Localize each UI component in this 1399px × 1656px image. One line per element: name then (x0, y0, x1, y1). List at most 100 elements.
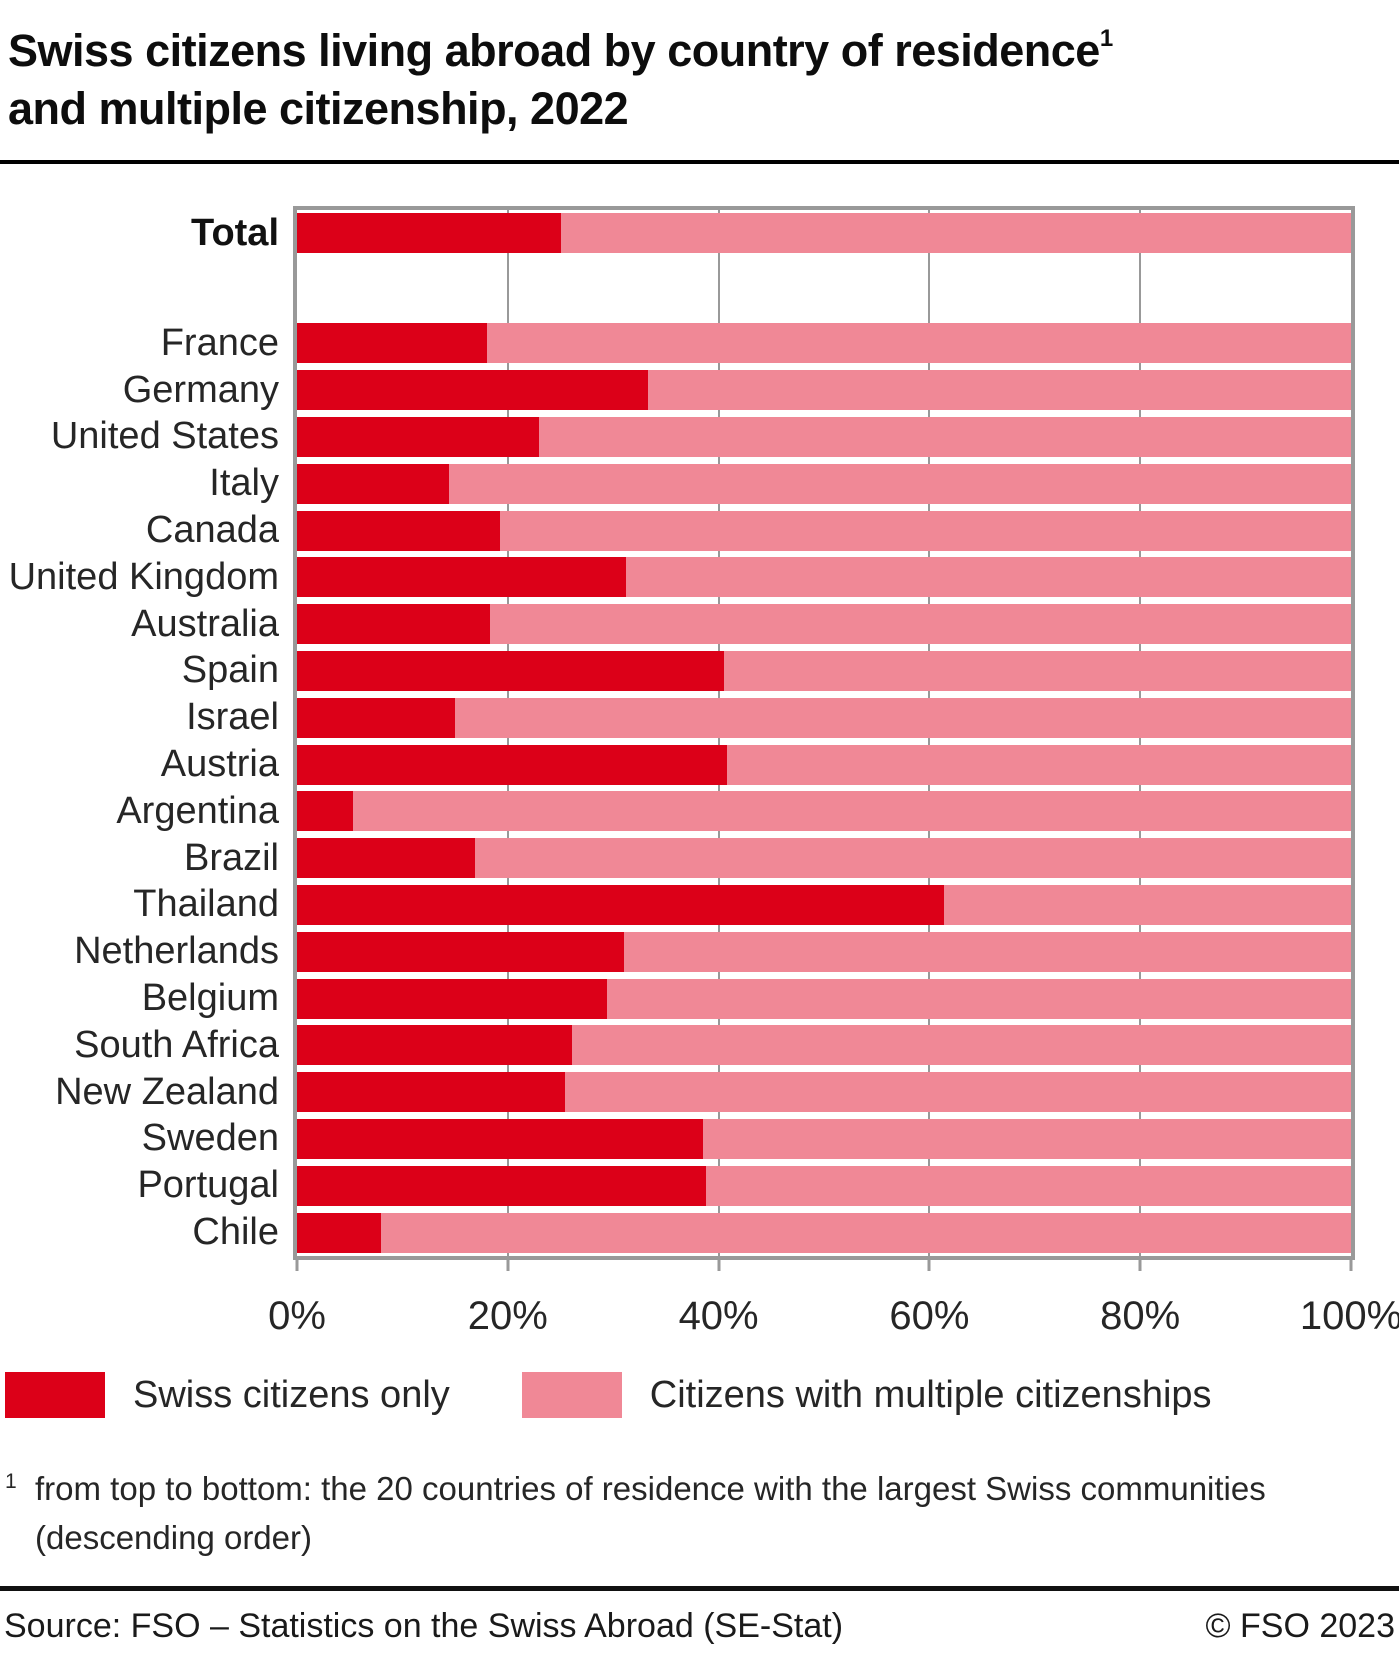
row-spacer (0, 257, 293, 320)
stacked-bar (297, 416, 1351, 457)
row-spacer (297, 257, 1351, 320)
segment-swiss-only (297, 697, 456, 738)
category-label: South Africa (74, 1023, 279, 1066)
bar-row (297, 601, 1351, 648)
segment-multiple-citizenships (475, 838, 1351, 879)
segment-swiss-only (297, 1025, 573, 1066)
category-label: Austria (160, 743, 279, 786)
legend-item-swiss-only: Swiss citizens only (5, 1372, 450, 1418)
bar-row (297, 507, 1351, 554)
segment-swiss-only (297, 931, 624, 972)
segment-swiss-only (297, 416, 540, 457)
segment-swiss-only (297, 604, 490, 645)
footnote-text: from top to bottom: the 20 countries of … (35, 1464, 1266, 1562)
axis-tick (1349, 1260, 1353, 1271)
segment-swiss-only (297, 370, 648, 411)
bar-row (297, 1069, 1351, 1116)
legend-swatch-pink (521, 1372, 622, 1418)
stacked-bar (297, 838, 1351, 879)
segment-swiss-only (297, 463, 449, 504)
segment-multiple-citizenships (623, 931, 1351, 972)
title-line2: and multiple citizenship, 2022 (8, 83, 629, 134)
segment-swiss-only (297, 557, 626, 598)
category-label: Brazil (183, 836, 279, 879)
stacked-bar (297, 370, 1351, 411)
bar-row (297, 928, 1351, 975)
bar-row (297, 648, 1351, 695)
category-label: Italy (209, 462, 279, 505)
stacked-bar (297, 1025, 1351, 1066)
category-label: Netherlands (74, 930, 279, 973)
segment-multiple-citizenships (539, 416, 1351, 457)
bar-row (297, 788, 1351, 835)
segment-multiple-citizenships (606, 978, 1351, 1019)
bar-row (297, 414, 1351, 461)
segment-multiple-citizenships (625, 557, 1351, 598)
source-text: Source: FSO – Statistics on the Swiss Ab… (4, 1607, 844, 1645)
category-labels: Total France Germany United States Italy Cana… (0, 206, 293, 1260)
segment-multiple-citizenships (572, 1025, 1351, 1066)
bar-row (297, 320, 1351, 367)
bar-row (297, 1162, 1351, 1209)
segment-swiss-only (297, 510, 501, 551)
plot-area (293, 206, 1355, 1271)
stacked-bar (297, 697, 1351, 738)
category-label: Spain (181, 649, 279, 692)
x-tick-label: 80% (1100, 1294, 1181, 1338)
axis-tick (506, 1260, 510, 1271)
bar-row (297, 835, 1351, 882)
category-label: Germany (122, 368, 279, 411)
legend: Swiss citizens only Citizens with multip… (0, 1372, 1399, 1418)
segment-swiss-only (297, 1118, 703, 1159)
segment-swiss-only (297, 1165, 706, 1206)
title-footnote-marker: 1 (1099, 25, 1113, 52)
x-tick-label: 0% (268, 1294, 326, 1338)
category-label: Sweden (141, 1117, 279, 1160)
stacked-bar (297, 1165, 1351, 1206)
segment-multiple-citizenships (381, 1212, 1351, 1253)
category-label: Belgium (141, 977, 279, 1020)
bar-row (297, 367, 1351, 414)
axis-tick (717, 1260, 721, 1271)
bar-row (297, 460, 1351, 507)
footnote-marker: 1 (5, 1470, 17, 1493)
category-label: Australia (131, 602, 279, 645)
segment-swiss-only (297, 978, 607, 1019)
segment-multiple-citizenships (702, 1118, 1351, 1159)
segment-multiple-citizenships (489, 604, 1351, 645)
stacked-bar (297, 791, 1351, 832)
x-tick-label: 20% (467, 1294, 548, 1338)
stacked-bar (297, 463, 1351, 504)
bar-row (297, 1209, 1351, 1256)
stacked-bar (297, 884, 1351, 925)
stacked-bar (297, 650, 1351, 691)
segment-multiple-citizenships (486, 323, 1351, 364)
segment-swiss-only (297, 791, 353, 832)
stacked-bar (297, 1072, 1351, 1113)
category-label: United Kingdom (8, 555, 279, 598)
category-label: Chile (192, 1211, 279, 1254)
stacked-bar (297, 1118, 1351, 1159)
stacked-bar (297, 604, 1351, 645)
segment-swiss-only (297, 744, 728, 785)
segment-multiple-citizenships (560, 213, 1351, 254)
footnote: 1 from top to bottom: the 20 countries o… (0, 1464, 1399, 1562)
stacked-bar-chart: Total France Germany United States Italy Cana… (0, 206, 1399, 1271)
category-label: Portugal (137, 1164, 279, 1207)
category-label: Canada (145, 509, 279, 552)
segment-swiss-only (297, 650, 724, 691)
segment-multiple-citizenships (500, 510, 1351, 551)
stacked-bar (297, 931, 1351, 972)
segment-multiple-citizenships (705, 1165, 1351, 1206)
bar-row (297, 975, 1351, 1022)
category-label: Thailand (133, 883, 279, 926)
segment-swiss-only (297, 1072, 565, 1113)
stacked-bar (297, 510, 1351, 551)
page-title: Swiss citizens living abroad by country … (8, 10, 1391, 138)
x-tick-label: 60% (889, 1294, 970, 1338)
segment-multiple-citizenships (727, 744, 1351, 785)
segment-multiple-citizenships (944, 884, 1351, 925)
segment-swiss-only (297, 1212, 382, 1253)
segment-multiple-citizenships (564, 1072, 1351, 1113)
segment-multiple-citizenships (455, 697, 1351, 738)
